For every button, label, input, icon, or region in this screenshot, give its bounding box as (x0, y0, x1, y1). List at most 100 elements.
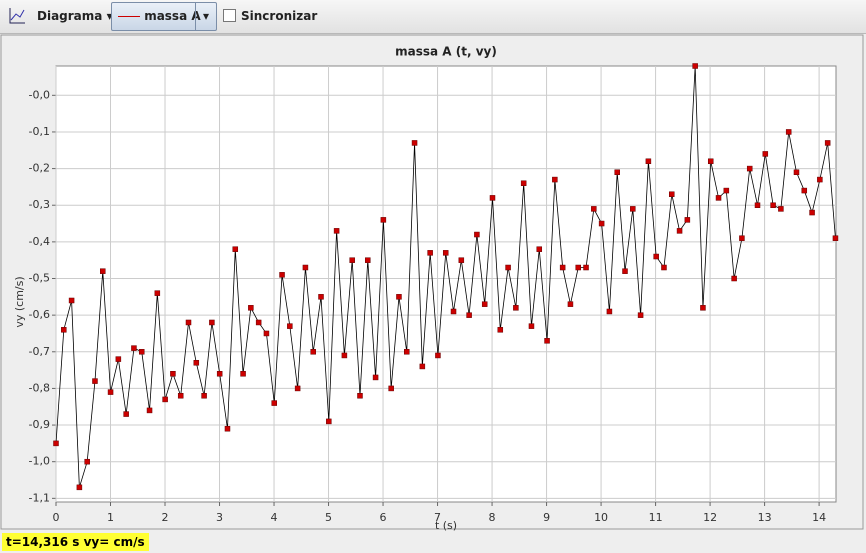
data-point (544, 338, 550, 344)
y-tick-label: -1,1 (29, 491, 50, 504)
data-point (653, 253, 659, 260)
data-point (396, 294, 402, 300)
x-tick-label: 14 (812, 511, 826, 524)
data-point (154, 290, 161, 296)
data-point (177, 392, 184, 399)
y-tick-label: -0,3 (29, 198, 50, 211)
data-point (520, 180, 527, 186)
y-tick-label: -0,0 (29, 88, 50, 101)
data-point (419, 363, 426, 370)
data-point (583, 264, 589, 271)
x-tick-label: 6 (380, 511, 387, 524)
x-tick-label: 9 (543, 511, 550, 524)
x-tick-label: 5 (325, 511, 332, 524)
data-point (715, 195, 722, 201)
data-point (474, 231, 480, 238)
data-point (201, 392, 207, 399)
data-point (622, 268, 628, 274)
data-point (630, 206, 636, 212)
data-point (216, 371, 223, 377)
y-tick-label: -0,2 (29, 162, 50, 175)
x-tick-label: 1 (107, 511, 114, 524)
data-point (333, 228, 340, 234)
data-point (107, 389, 114, 395)
y-tick-label: -0,9 (29, 418, 50, 431)
data-point (591, 206, 597, 212)
data-point (146, 407, 153, 414)
data-point (692, 63, 698, 69)
data-point (575, 264, 581, 271)
track-label: massa A (144, 9, 201, 23)
plot-area (55, 65, 837, 503)
x-tick-label: 11 (649, 511, 663, 524)
x-tick-label: 3 (216, 511, 223, 524)
data-point (224, 425, 231, 432)
x-tick-label: 13 (758, 511, 772, 524)
data-point (279, 272, 285, 278)
data-point (770, 202, 776, 208)
y-tick-label: -0,1 (29, 125, 50, 138)
data-point (785, 129, 792, 135)
data-point (53, 440, 59, 447)
data-point (746, 165, 753, 172)
data-point (614, 169, 620, 176)
data-point (349, 257, 355, 263)
y-tick-label: -1,0 (29, 455, 50, 468)
chart-icon[interactable] (7, 6, 27, 26)
data-point (567, 301, 574, 307)
data-point (68, 297, 75, 304)
x-tick-label: 10 (594, 511, 608, 524)
chart: massa A (t, vy) t (s) vy (cm/s) -0,0 -0,1… (0, 34, 864, 531)
data-point (606, 308, 613, 315)
data-point (318, 294, 324, 300)
data-point (92, 378, 98, 384)
data-point (232, 246, 239, 252)
y-tick-label: -0,8 (29, 381, 50, 394)
data-point (824, 140, 831, 146)
data-point (801, 187, 808, 194)
x-tick-label: 7 (434, 511, 441, 524)
data-point (255, 319, 262, 326)
track-button[interactable]: massa A ▾ (111, 2, 217, 31)
data-point (778, 206, 784, 212)
checkbox[interactable] (223, 9, 236, 22)
data-point (271, 400, 277, 406)
data-point (513, 305, 519, 311)
data-point (832, 235, 839, 241)
data-point (684, 217, 691, 223)
x-tick-label: 8 (489, 511, 496, 524)
data-point (489, 195, 496, 201)
data-point (669, 191, 675, 197)
data-point (793, 169, 800, 176)
data-point (388, 385, 394, 392)
data-point (372, 374, 379, 381)
data-point (645, 158, 652, 165)
data-point (138, 349, 145, 355)
data-point (466, 312, 472, 318)
data-point (754, 202, 761, 208)
data-point (209, 319, 215, 326)
data-point (817, 176, 823, 183)
data-point (559, 264, 566, 271)
track-dropdown[interactable]: ▾ (195, 3, 216, 30)
data-point (61, 327, 67, 333)
track-icon (118, 16, 140, 17)
x-tick-label: 4 (271, 511, 278, 524)
menu-button[interactable]: Diagrama ▾ (37, 9, 113, 23)
data-point (185, 319, 192, 326)
data-point (676, 228, 683, 234)
data-point (411, 140, 418, 146)
data-point (131, 345, 137, 351)
data-point (302, 264, 309, 271)
data-point (170, 371, 176, 377)
status-bar: t=14,316 s vy= cm/s (2, 533, 149, 551)
data-point (115, 356, 122, 362)
data-point (809, 209, 815, 216)
data-point (404, 349, 410, 355)
sync-checkbox[interactable]: Sincronizar (223, 5, 317, 27)
x-tick-label: 0 (53, 511, 60, 524)
data-point (76, 484, 83, 491)
data-point (193, 360, 200, 366)
data-point (287, 323, 293, 329)
